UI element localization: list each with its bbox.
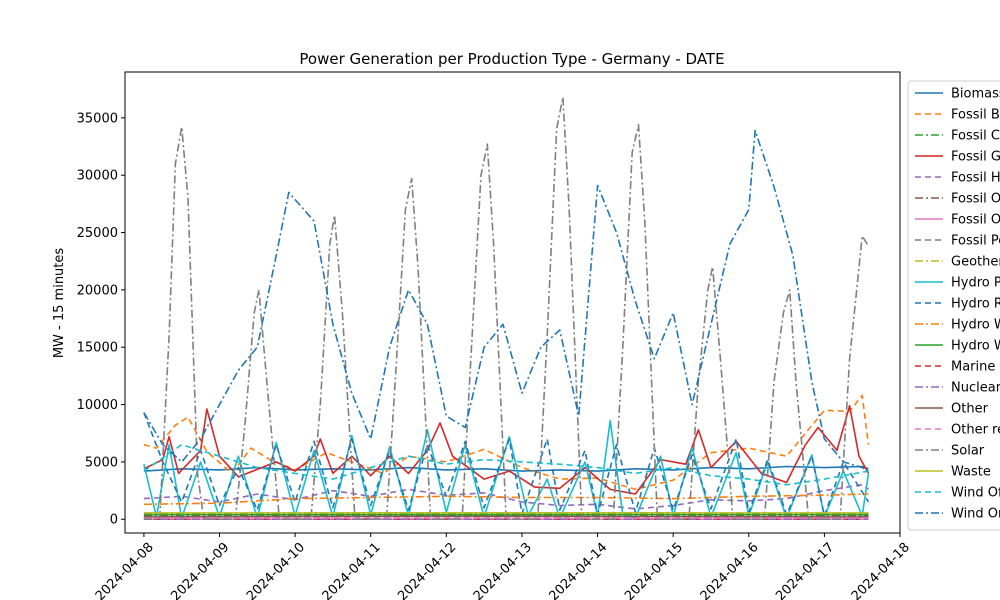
x-tick-label: 2024-04-09 <box>168 540 232 600</box>
series-line-11 <box>143 493 869 506</box>
axes: 0 5000 10000 15000 20000 25000 30000 35000 2024-… <box>77 71 913 600</box>
legend-entry-label: Geothermal <box>951 255 1000 270</box>
legend-entry-label: Hydro Water Reservoir Pumped <box>951 339 1000 354</box>
y-tick-label: 30000 <box>77 169 118 184</box>
legend: Biomass Fossil Brown coal/Lignite Fossil C… <box>907 80 1000 531</box>
y-tick-label: 35000 <box>77 111 118 126</box>
x-tick-label: 2024-04-10 <box>244 540 308 600</box>
axes-frame <box>124 71 901 534</box>
series-line-10 <box>143 412 870 517</box>
legend-entry-label: Fossil Peat <box>951 234 1000 249</box>
legend-entry-label: Wind Offshore <box>951 486 1000 501</box>
x-tick-label: 2024-04-14 <box>546 540 610 600</box>
y-tick-label: 20000 <box>77 283 118 298</box>
y-tick-label: 0 <box>110 513 118 528</box>
legend-entry-label: Fossil Brown coal/Lignite <box>951 108 1000 123</box>
series-line-1 <box>143 394 870 491</box>
legend-entry-label: Hydro Run-of-river and poundage <box>951 297 1000 312</box>
series-line-20 <box>143 129 869 472</box>
series-line-3 <box>143 404 870 495</box>
x-tick-label: 2024-04-16 <box>698 540 762 600</box>
series-line-9 <box>143 419 870 519</box>
x-tick-label: 2024-04-08 <box>93 540 157 600</box>
plot-area <box>143 96 870 520</box>
series-line-15 <box>143 515 869 518</box>
y-tick-label: 10000 <box>77 398 118 413</box>
legend-entry-label: Marine <box>951 360 995 375</box>
series-line-17 <box>143 96 870 520</box>
legend-entry-label: Wind Onshore <box>951 507 1000 522</box>
y-axis-label: MW - 15 minutes <box>52 248 67 359</box>
legend-entry-label: Biomass <box>951 87 1000 102</box>
x-tick-label: 2024-04-15 <box>622 540 686 600</box>
legend-entry-label: Solar <box>951 444 985 459</box>
legend-entry-label: Fossil Oil shale <box>951 213 1000 228</box>
x-tick-label: 2024-04-17 <box>773 540 837 600</box>
legend-entry-label: Nuclear <box>951 381 1000 396</box>
x-tick-label: 2024-04-11 <box>320 540 384 600</box>
chart-title: Power Generation per Production Type - G… <box>299 50 724 68</box>
series-line-4 <box>143 484 869 510</box>
legend-entry-label: Fossil Hard coal <box>951 171 1000 186</box>
legend-entry-label: Other <box>951 402 989 417</box>
legend-entry-label: Hydro Pumped Storage <box>951 276 1000 291</box>
legend-entry-label: Fossil Oil <box>951 192 1000 207</box>
series-line-19 <box>143 443 869 486</box>
legend-box <box>907 80 1000 531</box>
legend-entry-label: Other renewable <box>951 423 1000 438</box>
y-tick-label: 25000 <box>77 226 118 241</box>
legend-entry-label: Waste <box>951 465 991 480</box>
legend-entry-label: Hydro Water Reservoir <box>951 318 1000 333</box>
y-tick-label: 5000 <box>85 455 118 470</box>
legend-entry-label: Fossil Gas <box>951 150 1000 165</box>
legend-entry-label: Fossil Coal-derived gas <box>951 129 1000 144</box>
y-tick-label: 15000 <box>77 341 118 356</box>
x-tick-label: 2024-04-13 <box>471 540 535 600</box>
x-tick-label: 2024-04-12 <box>395 540 459 600</box>
x-tick-label: 2024-04-18 <box>849 540 913 600</box>
